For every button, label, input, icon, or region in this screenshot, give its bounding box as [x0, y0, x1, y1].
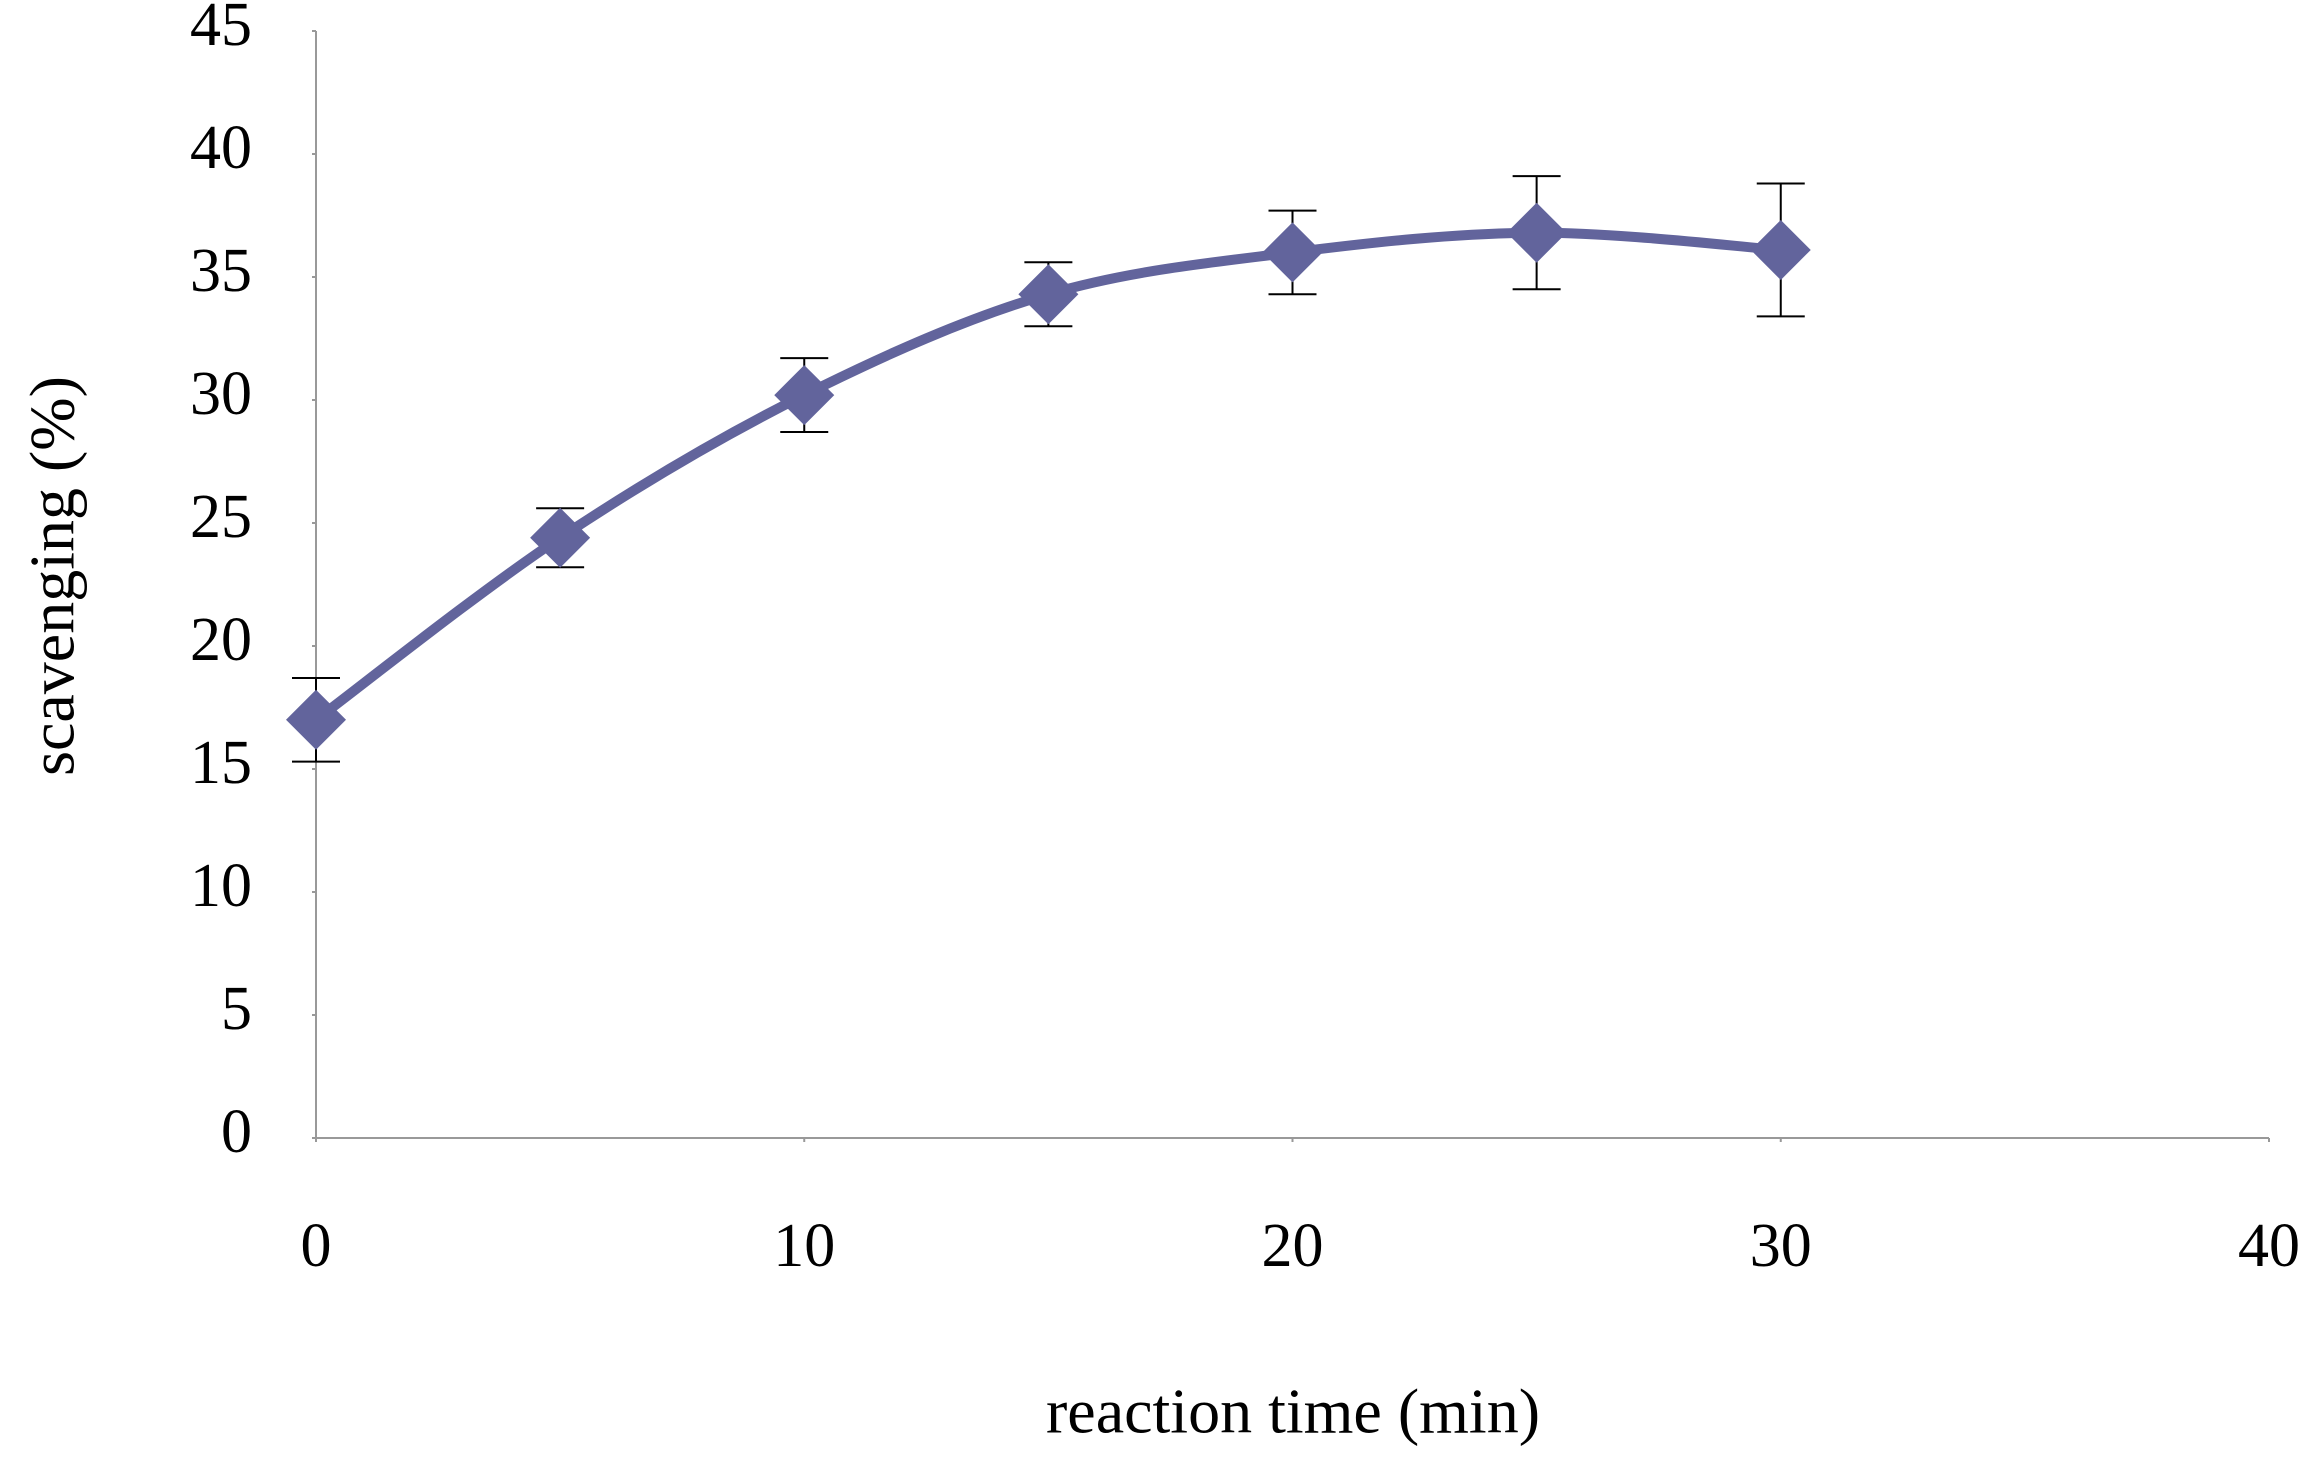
marker: [1262, 222, 1323, 283]
y-tick-label: 40: [190, 114, 252, 182]
marker: [1506, 202, 1567, 263]
marker: [774, 365, 835, 426]
y-tick-label: 45: [190, 0, 252, 59]
x-axis-title: reaction time (min): [1046, 1376, 1540, 1447]
y-tick-label: 20: [190, 606, 252, 674]
x-tick-label: 20: [1262, 1212, 1324, 1280]
y-tick-label: 10: [190, 852, 252, 920]
y-tick-label: 35: [190, 237, 252, 305]
marker: [286, 689, 346, 750]
y-tick-label: 15: [190, 729, 252, 797]
y-tick-label: 25: [190, 483, 252, 551]
marker: [530, 507, 591, 568]
marker: [1750, 219, 1811, 280]
x-tick-label: 30: [1750, 1212, 1812, 1280]
marker: [1018, 264, 1079, 325]
y-tick-label: 0: [221, 1098, 252, 1166]
y-tick-label: 5: [221, 975, 252, 1043]
x-tick-label: 10: [773, 1212, 835, 1280]
y-axis-title: scavenging (%): [17, 376, 88, 776]
x-tick-label: 40: [2238, 1212, 2300, 1280]
y-tick-label: 30: [190, 360, 252, 428]
x-tick-label: 0: [301, 1212, 332, 1280]
